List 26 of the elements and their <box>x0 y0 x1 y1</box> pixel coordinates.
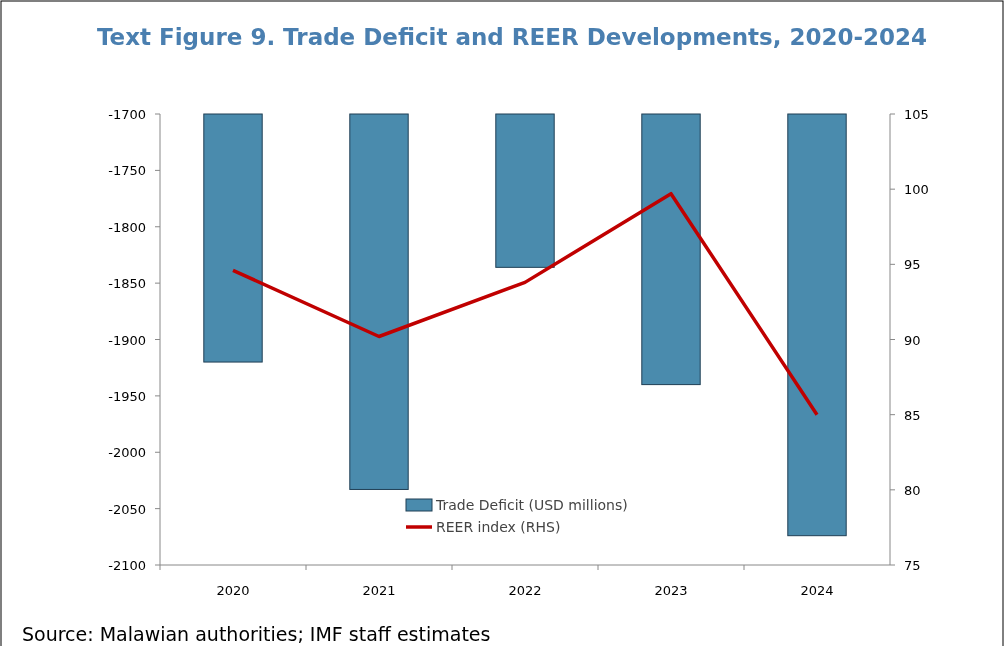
y2-tick-label: 100 <box>904 182 929 198</box>
y-tick-label: -1700 <box>108 107 146 122</box>
legend-label: Trade Deficit (USD millions) <box>435 497 628 513</box>
y2-tick-label: 105 <box>904 107 929 122</box>
legend-label: REER index (RHS) <box>436 519 561 535</box>
x-tick-label: 2024 <box>800 583 834 598</box>
y2-tick-label: 95 <box>904 257 921 273</box>
y2-tick-label: 85 <box>904 407 921 423</box>
y-tick-label: -1900 <box>108 332 146 348</box>
y-tick-label: -1950 <box>108 388 146 404</box>
x-tick-label: 2023 <box>654 583 688 598</box>
y-tick-label: -2050 <box>108 501 146 517</box>
y-tick-label: -1800 <box>108 219 146 235</box>
x-tick-label: 2020 <box>216 583 250 598</box>
y-tick-label: -2000 <box>108 445 146 461</box>
x-tick-label: 2022 <box>508 583 542 598</box>
y2-tick-label: 75 <box>904 558 921 573</box>
y-tick-label: -1850 <box>108 276 146 292</box>
line-series <box>231 191 819 417</box>
y2-tick-label: 80 <box>904 482 921 498</box>
source-note: Source: Malawian authorities; IMF staff estimates <box>22 623 491 645</box>
y-tick-label: -1750 <box>108 163 146 179</box>
x-tick-label: 2021 <box>362 583 396 598</box>
chart-title: Text Figure 9. Trade Deficit and REER Developments, 2020-2024 <box>96 24 928 50</box>
y2-tick-label: 90 <box>904 332 921 348</box>
y-tick-label: -2100 <box>108 558 146 573</box>
